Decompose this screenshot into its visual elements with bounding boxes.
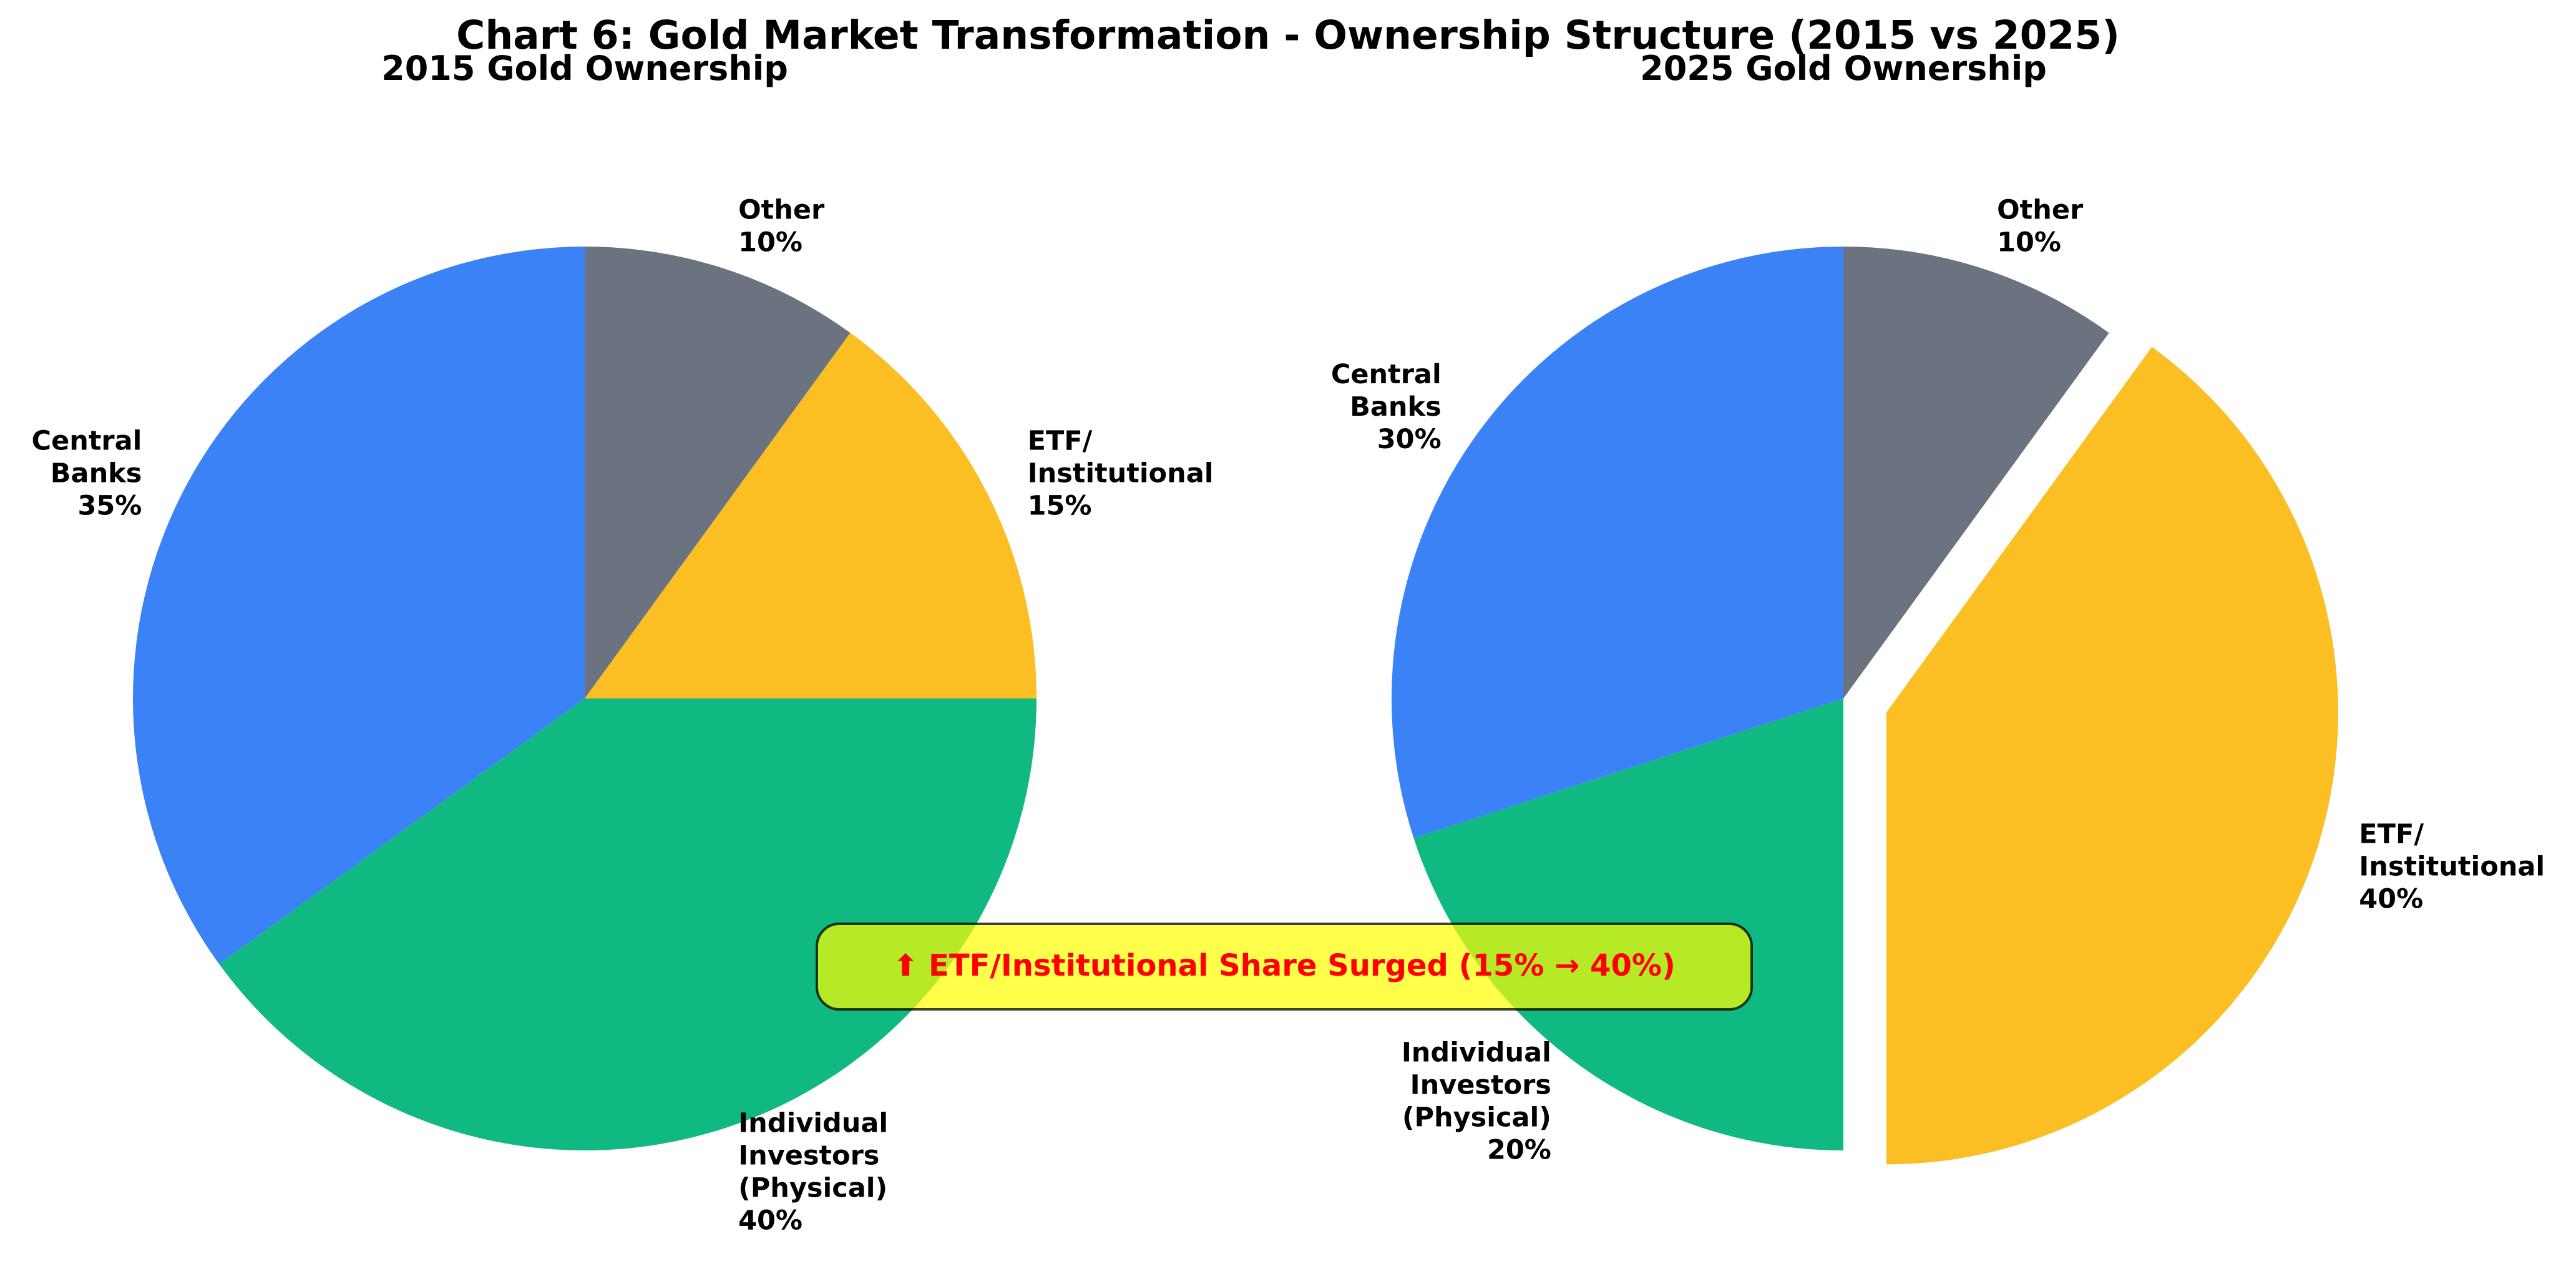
pie-slice-etf	[585, 333, 1037, 698]
slice-label: Individual Investors (Physical) 40%	[738, 1107, 888, 1236]
slice-label: ETF/Institutional 40%	[2359, 818, 2545, 914]
slice-label: ETF/Institutional 15%	[1028, 425, 1214, 521]
annotation-box: ⬆ ETF/Institutional Share Surged (15% → …	[816, 923, 1753, 1011]
pie-slice-central	[133, 247, 585, 964]
pie-2015: Other 10% ETF/Institutional 15% Individual In…	[32, 195, 1214, 1237]
pie-slice-individual	[219, 698, 1037, 1150]
figure-title: Chart 6: Gold Market Transformation - Ow…	[456, 12, 2120, 58]
pie-2025-title: 2025 Gold Ownership	[1640, 49, 2047, 88]
slice-label: Other 10%	[738, 195, 825, 258]
pie-slice-other	[1843, 247, 2109, 698]
slice-label: Individual Investors (Physical) 20%	[1402, 1037, 1551, 1165]
pie-slice-other	[585, 247, 851, 698]
pie-slice-central	[1392, 247, 1843, 838]
slice-label: Central Banks 35%	[32, 425, 142, 521]
pie-2015-title: 2015 Gold Ownership	[381, 49, 788, 88]
pie-2025: Other 10% ETF/Institutional 40% Individual In…	[1331, 195, 2545, 1166]
slice-label: Other 10%	[1997, 195, 2084, 258]
slice-label: Central Banks 30%	[1331, 359, 1442, 455]
pie-slice-etf	[1886, 346, 2338, 1165]
annotation-background	[816, 923, 1753, 1011]
annotation-text: ⬆ ETF/Institutional Share Surged (15% → …	[893, 948, 1676, 983]
